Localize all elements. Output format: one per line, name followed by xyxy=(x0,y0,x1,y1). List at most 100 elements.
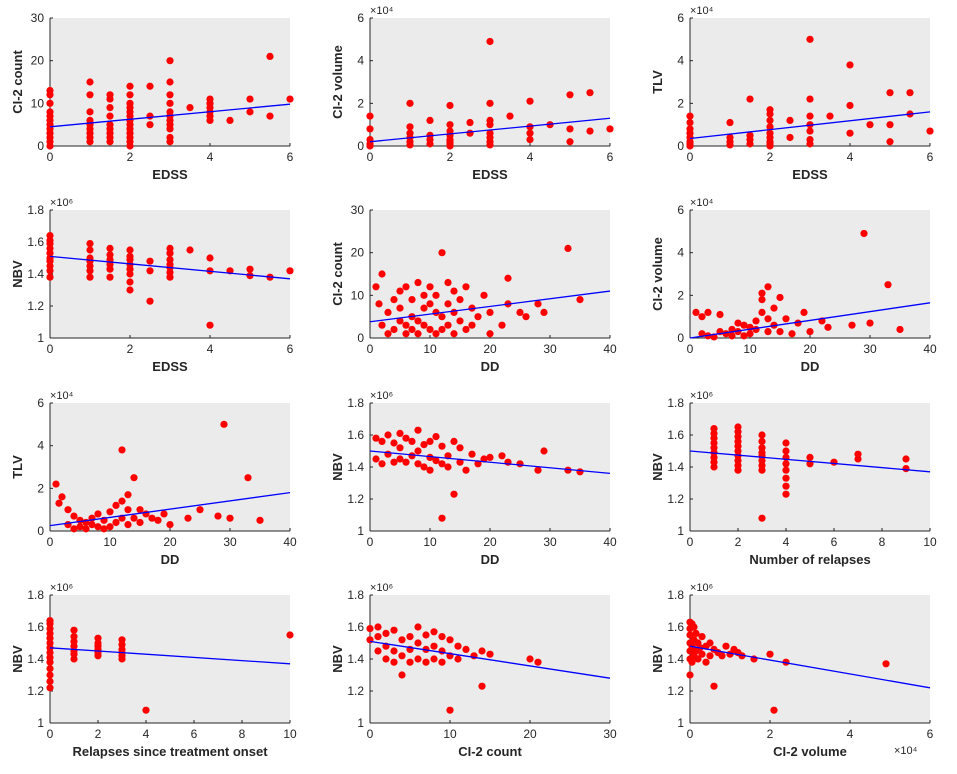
data-point xyxy=(226,116,234,124)
data-point xyxy=(438,633,446,641)
x-axis-label: CI-2 count xyxy=(458,744,522,759)
data-point xyxy=(692,308,700,316)
data-point xyxy=(126,246,134,254)
y-tick-label: 1.4 xyxy=(347,460,364,474)
panel-5: 0 10 20 30 40 0 10 20 30 DD CI-2 count xyxy=(330,203,617,374)
data-point xyxy=(686,118,694,127)
x-tick-label: 30 xyxy=(543,535,557,549)
x-tick-label: 0 xyxy=(367,342,374,356)
y-tick-label: 2 xyxy=(677,96,684,110)
data-point xyxy=(420,463,428,471)
y-tick-label: 6 xyxy=(677,203,684,217)
data-point xyxy=(70,626,78,634)
data-point xyxy=(586,89,594,97)
regression-line xyxy=(689,450,931,473)
data-point xyxy=(46,671,54,679)
data-point xyxy=(426,300,434,308)
data-point xyxy=(480,455,488,463)
data-point xyxy=(886,121,894,129)
y-tick-label: 1.8 xyxy=(347,588,364,602)
y-tick-label: 20 xyxy=(351,246,365,260)
data-point xyxy=(406,633,414,641)
data-point xyxy=(414,447,422,455)
data-point xyxy=(106,91,114,99)
data-point xyxy=(366,625,374,633)
x-axis-label: CI-2 volume xyxy=(773,744,847,759)
data-point xyxy=(704,308,712,316)
data-point xyxy=(576,468,584,476)
data-point xyxy=(740,321,748,329)
x-tick-label: 6 xyxy=(191,727,198,741)
data-point xyxy=(806,35,814,43)
data-point xyxy=(70,512,78,520)
y-axis-label: NBV xyxy=(10,260,25,288)
data-point xyxy=(186,104,194,112)
y-tick-label: 1.4 xyxy=(667,652,684,666)
data-point xyxy=(486,99,494,107)
y-tick-label: 1 xyxy=(37,331,44,345)
data-point xyxy=(430,628,438,636)
regression-line xyxy=(49,103,291,128)
data-point xyxy=(746,330,754,338)
data-point xyxy=(516,460,524,468)
data-point xyxy=(486,129,494,137)
data-point xyxy=(126,82,134,90)
data-point xyxy=(566,91,574,99)
data-point xyxy=(694,655,702,663)
x-tick-label: 0 xyxy=(47,727,54,741)
y-tick-label: 1.8 xyxy=(27,203,44,217)
data-point xyxy=(764,315,772,323)
data-point xyxy=(498,321,506,329)
data-point xyxy=(886,138,894,146)
x-tick-label: 10 xyxy=(103,535,117,549)
data-point xyxy=(406,99,414,107)
data-point xyxy=(752,325,760,334)
x-tick-label: 6 xyxy=(831,535,838,549)
data-point xyxy=(426,283,434,291)
data-point xyxy=(716,310,724,319)
plot-area xyxy=(370,210,610,338)
x-tick-label: 6 xyxy=(287,150,294,164)
data-point xyxy=(86,78,94,86)
data-point xyxy=(848,321,856,329)
y-tick-label: 1.2 xyxy=(347,684,364,698)
data-point xyxy=(430,642,438,650)
data-point xyxy=(740,332,748,340)
data-point xyxy=(46,99,54,107)
y-multiplier: ×10⁶ xyxy=(370,582,393,594)
data-point xyxy=(414,317,422,325)
data-point xyxy=(456,444,464,452)
y-axis-label: CI-2 volume xyxy=(330,45,345,119)
y-tick-label: 1.4 xyxy=(27,652,44,666)
data-point xyxy=(534,300,542,308)
data-point xyxy=(206,95,214,103)
data-point xyxy=(766,650,774,658)
data-point xyxy=(526,655,534,663)
x-tick-label: 4 xyxy=(143,727,150,741)
data-point xyxy=(136,518,144,527)
data-point xyxy=(374,623,382,631)
data-point xyxy=(244,474,252,482)
data-point xyxy=(438,313,446,321)
data-point xyxy=(106,523,114,531)
data-point xyxy=(456,296,464,304)
data-point xyxy=(782,460,790,468)
data-point xyxy=(118,446,126,454)
data-point xyxy=(766,106,774,114)
data-point xyxy=(55,499,63,507)
y-tick-label: 1.6 xyxy=(27,620,44,634)
data-point xyxy=(564,466,572,474)
data-point xyxy=(126,278,134,286)
data-point xyxy=(46,273,54,281)
data-point xyxy=(752,317,760,325)
data-point xyxy=(426,116,434,124)
data-point xyxy=(462,283,470,291)
data-point xyxy=(746,95,754,103)
data-point xyxy=(166,57,174,65)
data-point xyxy=(130,514,138,522)
x-tick-label: 2 xyxy=(127,342,134,356)
data-point xyxy=(432,291,440,299)
data-point xyxy=(46,665,54,673)
y-tick-label: 10 xyxy=(351,288,365,302)
y-tick-label: 1.8 xyxy=(347,396,364,410)
